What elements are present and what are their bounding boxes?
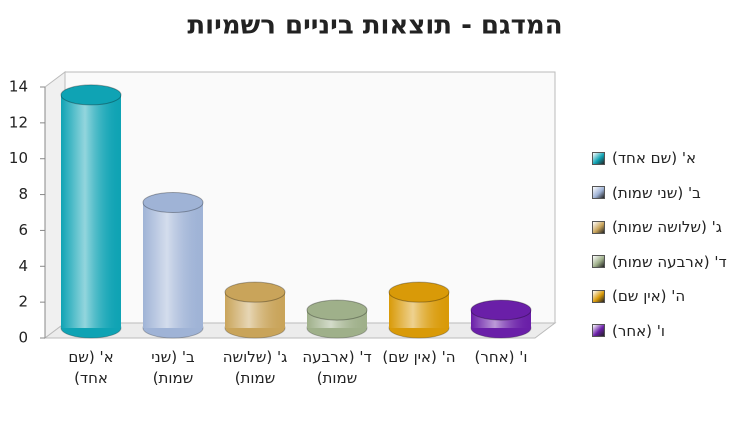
legend-label: ה' (אין שם) — [612, 287, 686, 305]
y-tick-label: 8 — [18, 185, 28, 203]
back-wall — [64, 71, 556, 324]
chart-title: המדגם - תוצאות ביניים רשמיות — [187, 11, 562, 41]
y-tick-label: 2 — [18, 293, 28, 311]
legend-item: ו' (אחר) — [592, 322, 665, 340]
legend-item: ג' (שלושה שמות) — [592, 218, 722, 236]
bar-top — [306, 299, 368, 321]
legend-label: ג' (שלושה שמות) — [612, 218, 722, 236]
legend-swatch — [592, 186, 605, 199]
legend-label: ו' (אחר) — [612, 321, 665, 340]
y-tick-label: 4 — [18, 257, 28, 275]
legend-swatch — [592, 151, 605, 165]
y-tick-label: 14 — [9, 78, 28, 96]
bar-top — [142, 192, 204, 213]
x-tick-label: ה' (אין שם) — [382, 348, 456, 366]
bar-top — [60, 84, 122, 106]
bar-top — [470, 299, 532, 321]
legend-item: ד' (ארבעה שמות) — [592, 253, 727, 271]
legend-item: ב' (שני שמות) — [592, 184, 701, 202]
y-tick-label: 6 — [18, 221, 28, 239]
legend-swatch — [592, 220, 605, 234]
bar-top — [224, 281, 286, 303]
legend-label: ד' (ארבעה שמות) — [612, 252, 727, 271]
legend-item: ה' (אין שם) — [592, 287, 685, 305]
y-tick-label: 12 — [9, 113, 28, 131]
x-tick-label: א' (שם אחד) — [68, 348, 114, 387]
legend-label: ב' (שני שמות) — [612, 183, 701, 202]
x-tick-label: ו' (אחר) — [474, 348, 528, 366]
legend-swatch — [592, 324, 605, 337]
x-tick-label: ג' (שלושה שמות) — [222, 348, 288, 387]
bar-shine — [143, 202, 203, 328]
legend-swatch — [592, 289, 605, 303]
legend-swatch — [592, 255, 605, 268]
legend-label: א' (שם אחד) — [612, 149, 696, 167]
bar-top — [388, 281, 450, 303]
y-tick-label: 0 — [18, 329, 28, 347]
bar-shine — [61, 94, 121, 328]
legend-item: א' (שם אחד) — [592, 149, 696, 167]
x-tick-label: ב' (שני שמות) — [151, 348, 195, 387]
x-tick-label: ד' (ארבעה שמות) — [302, 348, 372, 387]
y-tick-label: 10 — [9, 149, 28, 167]
